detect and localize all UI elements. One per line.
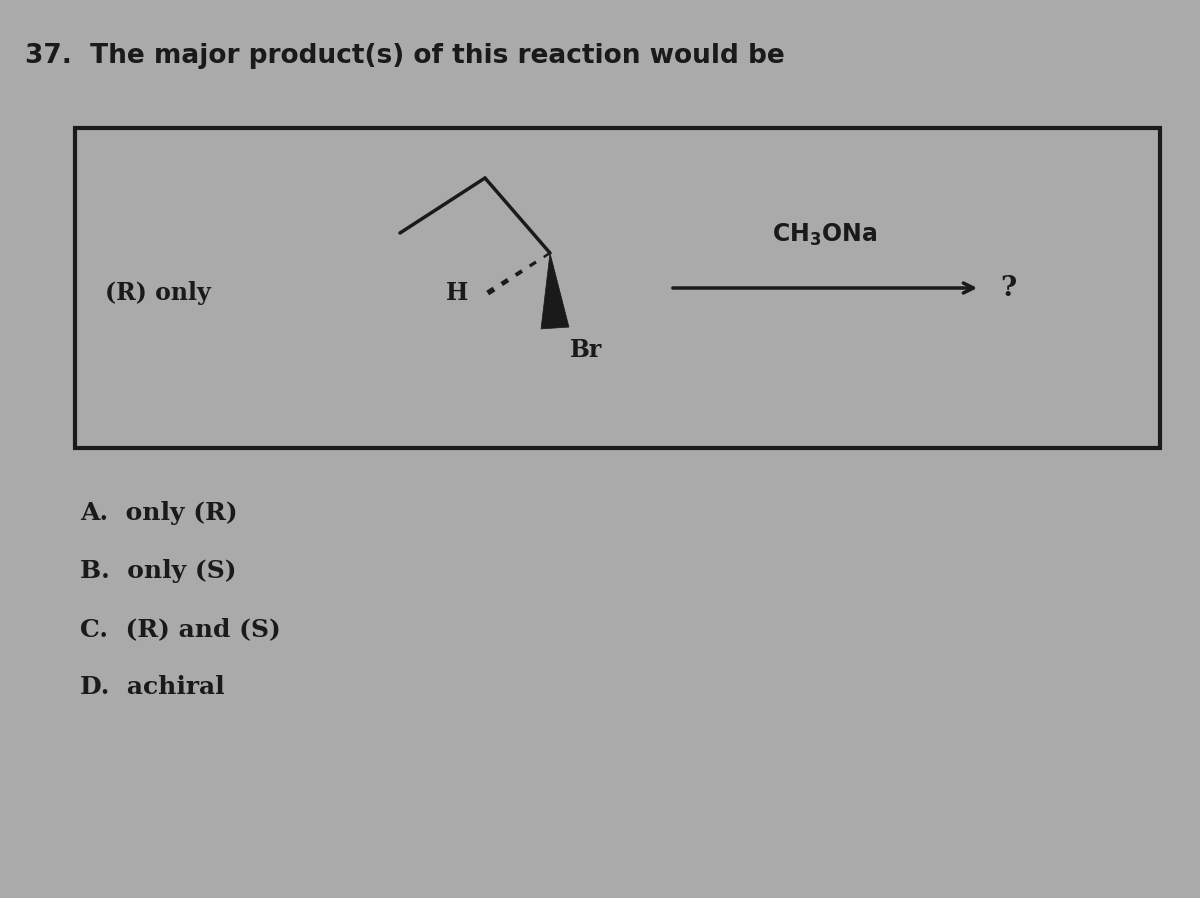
Text: D.  achiral: D. achiral	[80, 675, 224, 699]
Bar	[74, 128, 1160, 448]
Text: B.  only (S): B. only (S)	[80, 559, 236, 583]
Text: Br: Br	[570, 338, 602, 362]
Text: 37.  The major product(s) of this reaction would be: 37. The major product(s) of this reactio…	[25, 43, 785, 69]
Text: H: H	[445, 281, 468, 305]
Text: A.  only (R): A. only (R)	[80, 501, 238, 525]
Text: (R) only: (R) only	[106, 281, 211, 305]
Text: $\mathbf{CH_3ONa}$: $\mathbf{CH_3ONa}$	[773, 222, 877, 248]
Polygon shape	[541, 253, 569, 329]
Text: ?: ?	[1000, 275, 1016, 302]
Text: C.  (R) and (S): C. (R) and (S)	[80, 617, 281, 641]
